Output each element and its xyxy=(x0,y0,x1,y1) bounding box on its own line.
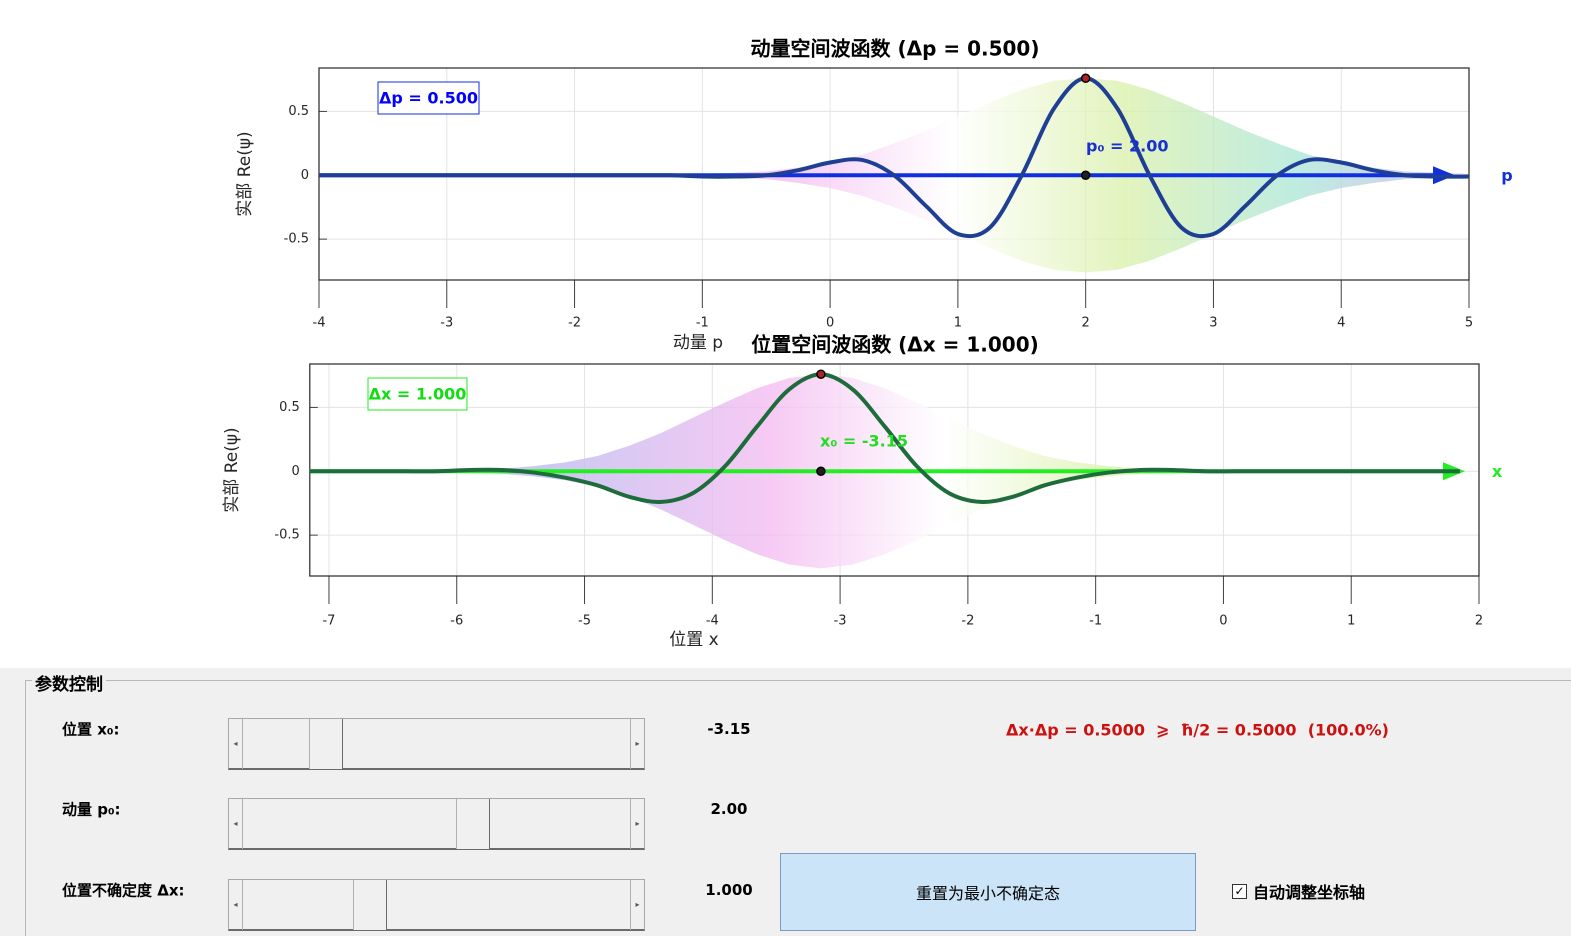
marker-point xyxy=(1080,73,1091,83)
x-tick-label: 1 xyxy=(1347,614,1355,629)
uncertainty-readout: Δx·Δp = 0.5000 ⩾ ħ/2 = 0.5000 (100.0%) xyxy=(1006,720,1389,740)
marker-label: p₀ = 2.00 xyxy=(1086,137,1168,156)
annotation: Δx = 1.000 xyxy=(369,385,467,404)
y-tick-label: 0 xyxy=(301,168,309,183)
x-tick-label: 2 xyxy=(1082,316,1090,331)
y-tick-label: 0 xyxy=(292,464,300,479)
slider-value: -3.15 xyxy=(707,720,751,738)
slider[interactable]: ◂ ▸ xyxy=(228,879,645,931)
x-tick-label: -1 xyxy=(696,316,709,331)
x-tick-label: 3 xyxy=(1209,316,1217,331)
slider[interactable]: ◂ ▸ xyxy=(228,798,645,850)
x-tick-label: 5 xyxy=(1465,316,1473,331)
x-tick-label: 4 xyxy=(1337,316,1345,331)
chart-title: 位置空间波函数 (Δx = 1.000) xyxy=(751,333,1039,357)
marker-point xyxy=(816,369,826,379)
marker-label: x₀ = -3.15 xyxy=(820,432,908,451)
marker-point xyxy=(1080,170,1091,181)
x-tick-label: -3 xyxy=(834,614,847,629)
x-tick-label: -1 xyxy=(1089,614,1102,629)
wave-curve xyxy=(318,76,1470,239)
x-tick-label: -4 xyxy=(313,316,326,331)
x-tick-label: -2 xyxy=(961,614,974,629)
x-tick-label: -6 xyxy=(450,614,463,629)
marker-point xyxy=(816,466,826,477)
plot-area: 动量空间波函数 (Δp = 0.500) -4 -3 -2 -1 0 1 2 3 4 5 -0.5 0 0… xyxy=(222,37,1513,651)
y-tick-label: -0.5 xyxy=(284,232,309,247)
y-axis-label: 实部 Re(ψ) xyxy=(235,131,255,216)
checkbox-label: 自动调整坐标轴 xyxy=(1253,883,1366,902)
x-axis-label: 位置 x xyxy=(669,630,718,650)
checkbox[interactable]: ✓ 自动调整坐标轴 xyxy=(1232,879,1365,903)
axis-arrow-label: x xyxy=(1492,462,1503,481)
group-box xyxy=(25,680,1571,936)
slider-label: 动量 p₀: xyxy=(62,800,121,819)
x-tick-label: -4 xyxy=(706,614,719,629)
y-tick-label: 0.5 xyxy=(279,400,300,415)
x-tick-label: 0 xyxy=(826,316,834,331)
control-panel: 参数控制 位置 x₀: ◂ ▸ -3.15 动量 p₀: ◂ ▸ 2.00 位置不确… xyxy=(0,668,1571,936)
slider-value: 1.000 xyxy=(705,881,753,899)
reset-button[interactable]: 重置为最小不确定态 xyxy=(780,853,1196,931)
group-title: 参数控制 xyxy=(32,670,106,695)
x-tick-label: -7 xyxy=(322,614,335,629)
chart-title: 动量空间波函数 (Δp = 0.500) xyxy=(751,37,1040,61)
y-tick-label: 0.5 xyxy=(288,104,309,119)
x-tick-label: -5 xyxy=(578,614,591,629)
annotation-box xyxy=(367,377,468,411)
x-tick-label: 2 xyxy=(1475,614,1483,629)
axis-arrow-label: p xyxy=(1501,166,1512,185)
x-tick-label: -2 xyxy=(568,316,581,331)
x-tick-label: -3 xyxy=(440,316,453,331)
slider-label: 位置不确定度 Δx: xyxy=(62,881,185,900)
slider[interactable]: ◂ ▸ xyxy=(228,718,645,770)
wave-curve xyxy=(309,372,1460,505)
y-tick-label: -0.5 xyxy=(274,528,299,543)
x-axis-label: 动量 p xyxy=(673,333,723,353)
annotation-box xyxy=(377,81,480,115)
slider-label: 位置 x₀: xyxy=(62,720,120,739)
slider-value: 2.00 xyxy=(710,800,748,818)
y-axis-label: 实部 Re(ψ) xyxy=(222,427,242,512)
annotation: Δp = 0.500 xyxy=(379,89,478,108)
x-tick-label: 1 xyxy=(954,316,962,331)
checkbox-box[interactable]: ✓ xyxy=(1232,883,1247,899)
x-tick-label: 0 xyxy=(1219,614,1227,629)
